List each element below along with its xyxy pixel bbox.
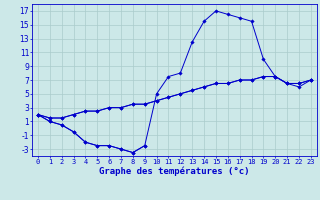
X-axis label: Graphe des températures (°c): Graphe des températures (°c) [99, 166, 250, 176]
